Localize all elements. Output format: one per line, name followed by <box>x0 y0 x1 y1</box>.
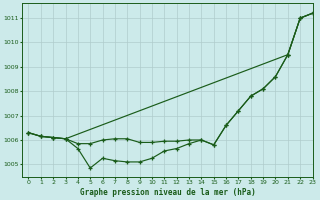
X-axis label: Graphe pression niveau de la mer (hPa): Graphe pression niveau de la mer (hPa) <box>80 188 255 197</box>
